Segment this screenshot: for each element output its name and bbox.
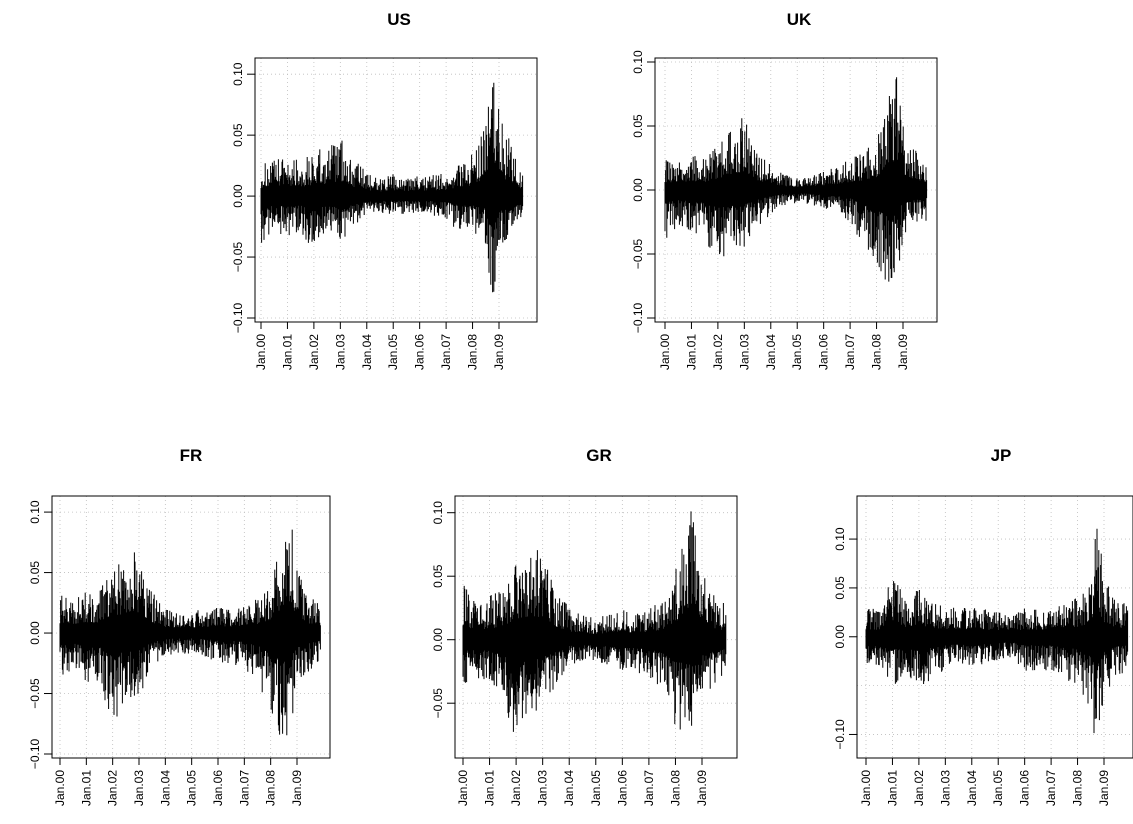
gr-panel: GR −0.05 0.00 0.05 0.10 Jan.00 Jan.01 Jan.02 Jan… <box>431 446 738 806</box>
y-tick-label: −0.05 <box>431 688 445 719</box>
x-tick-label: Jan.05 <box>991 770 1005 806</box>
y-tick-label: 0.05 <box>431 564 445 588</box>
y-tick-label: 0.00 <box>431 628 445 652</box>
x-tick-label: Jan.05 <box>589 770 603 806</box>
y-tick-label: 0.00 <box>631 178 645 202</box>
x-tick-label: Jan.09 <box>695 770 709 806</box>
y-tick-label: 0.10 <box>431 501 445 525</box>
y-tick-label: −0.05 <box>631 238 645 269</box>
y-tick-label: 0.00 <box>28 621 42 645</box>
x-tick-label: Jan.07 <box>237 770 251 806</box>
x-tick-label: Jan.05 <box>386 334 400 370</box>
return-series-line <box>462 511 727 732</box>
y-tick-label: −0.10 <box>28 738 42 769</box>
x-tick-label: Jan.09 <box>492 334 506 370</box>
x-tick-label: Jan.09 <box>1097 770 1111 806</box>
x-tick-label: Jan.00 <box>859 770 873 806</box>
y-tick-label: 0.00 <box>833 625 847 649</box>
return-series-line <box>59 529 321 736</box>
x-tick-label: Jan.09 <box>290 770 304 806</box>
x-tick-label: Jan.01 <box>280 334 294 370</box>
x-tick-label: Jan.08 <box>668 770 682 806</box>
x-tick-label: Jan.01 <box>684 334 698 370</box>
x-tick-label: Jan.04 <box>562 770 576 806</box>
y-tick-label: 0.10 <box>231 62 245 86</box>
x-tick-label: Jan.07 <box>439 334 453 370</box>
uk-panel: UK −0.10 −0.05 0.00 0.05 0.10 Jan.00 Jan.01 Jan.… <box>631 10 938 370</box>
x-tick-label: Jan.02 <box>307 334 321 370</box>
x-tick-label: Jan.03 <box>132 770 146 806</box>
x-tick-label: Jan.00 <box>254 334 268 370</box>
x-tick-label: Jan.01 <box>79 770 93 806</box>
x-tick-label: Jan.01 <box>483 770 497 806</box>
y-tick-label: −0.05 <box>28 678 42 709</box>
x-tick-label: Jan.06 <box>817 334 831 370</box>
y-tick-label: 0.05 <box>231 123 245 147</box>
x-tick-label: Jan.02 <box>912 770 926 806</box>
panel-title: US <box>387 10 411 29</box>
x-tick-label: Jan.02 <box>509 770 523 806</box>
x-tick-label: Jan.07 <box>642 770 656 806</box>
x-tick-label: Jan.04 <box>158 770 172 806</box>
x-tick-label: Jan.06 <box>1018 770 1032 806</box>
x-tick-label: Jan.06 <box>413 334 427 370</box>
y-tick-label: 0.05 <box>631 114 645 138</box>
x-tick-label: Jan.03 <box>333 334 347 370</box>
x-tick-label: Jan.00 <box>456 770 470 806</box>
panel-title: UK <box>787 10 812 29</box>
x-tick-label: Jan.08 <box>466 334 480 370</box>
x-tick-label: Jan.05 <box>185 770 199 806</box>
x-tick-label: Jan.00 <box>53 770 67 806</box>
panel-title: JP <box>991 446 1012 465</box>
x-tick-label: Jan.08 <box>1071 770 1085 806</box>
x-tick-label: Jan.06 <box>615 770 629 806</box>
x-tick-label: Jan.06 <box>211 770 225 806</box>
x-tick-label: Jan.02 <box>106 770 120 806</box>
y-tick-label: −0.10 <box>231 302 245 333</box>
x-tick-label: Jan.03 <box>938 770 952 806</box>
us-panel: US −0.10 −0.05 0.00 0.05 0.10 Jan.00 Jan.01 Jan.… <box>231 10 538 370</box>
y-tick-label: 0.10 <box>28 500 42 524</box>
x-tick-label: Jan.01 <box>885 770 899 806</box>
x-tick-label: Jan.04 <box>360 334 374 370</box>
panel-title: GR <box>586 446 612 465</box>
y-tick-label: −0.10 <box>833 719 847 750</box>
x-tick-label: Jan.08 <box>870 334 884 370</box>
x-tick-label: Jan.02 <box>711 334 725 370</box>
x-tick-label: Jan.00 <box>658 334 672 370</box>
y-tick-label: 0.10 <box>833 527 847 551</box>
y-tick-label: 0.05 <box>833 576 847 600</box>
x-tick-label: Jan.07 <box>1044 770 1058 806</box>
y-tick-label: −0.10 <box>631 302 645 333</box>
y-tick-label: 0.00 <box>231 184 245 208</box>
x-tick-label: Jan.09 <box>896 334 910 370</box>
x-tick-label: Jan.03 <box>737 334 751 370</box>
jp-panel: JP −0.10 0.05 0.10 0.00 Jan.00 Jan.01 Jan.02 Jan… <box>833 446 1133 806</box>
return-series-line <box>865 528 1129 734</box>
x-tick-label: Jan.08 <box>264 770 278 806</box>
x-tick-label: Jan.03 <box>536 770 550 806</box>
x-tick-label: Jan.04 <box>764 334 778 370</box>
y-tick-label: 0.10 <box>631 50 645 74</box>
x-tick-label: Jan.04 <box>965 770 979 806</box>
panel-title: FR <box>180 446 203 465</box>
fr-panel: FR −0.10 −0.05 0.00 0.05 0.10 Jan.00 Jan.01 Jan.… <box>28 446 331 806</box>
return-series-line <box>664 77 928 282</box>
x-tick-label: Jan.05 <box>790 334 804 370</box>
return-series-line <box>260 82 524 293</box>
y-tick-label: −0.05 <box>231 242 245 273</box>
y-tick-label: 0.05 <box>28 561 42 585</box>
x-tick-label: Jan.07 <box>843 334 857 370</box>
